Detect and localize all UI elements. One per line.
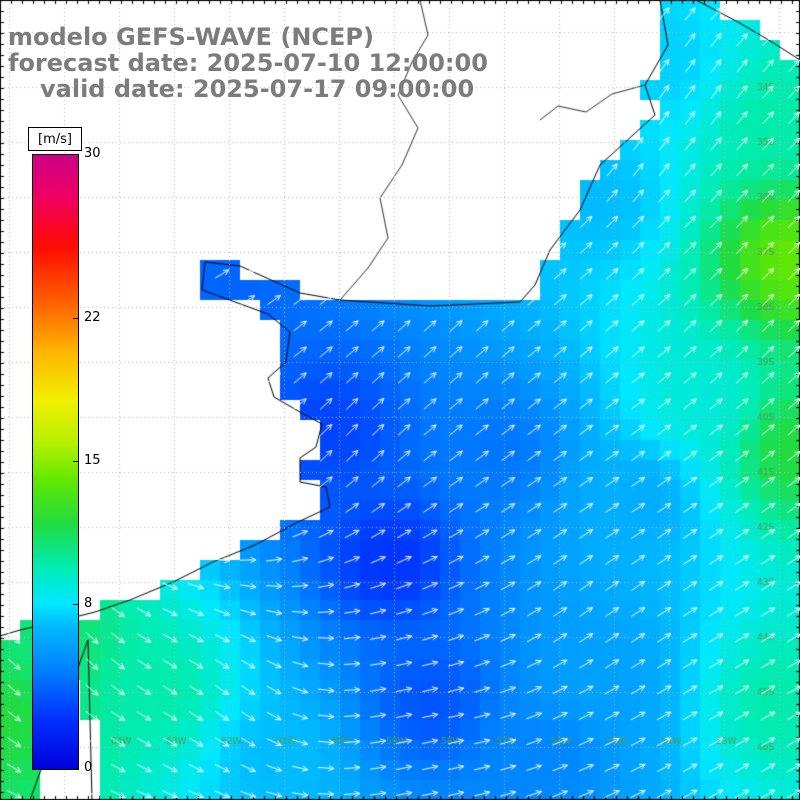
- colorbar: [32, 154, 79, 770]
- colorbar-tick-mark: [73, 604, 78, 606]
- colorbar-tick-mark: [73, 154, 78, 155]
- colorbar-tick-label: 15: [84, 453, 101, 468]
- valid-date-label: valid date: 2025-07-17 09:00:00: [40, 75, 475, 103]
- colorbar-tick-label: 8: [84, 596, 93, 612]
- model-title: modelo GEFS-WAVE (NCEP): [8, 23, 374, 51]
- colorbar-tick-label: 0: [84, 760, 93, 775]
- colorbar-tick-label: 22: [84, 309, 101, 325]
- colorbar-unit-label: [m/s]: [28, 127, 82, 151]
- title-block: modelo GEFS-WAVE (NCEP) forecast date: 2…: [8, 24, 488, 102]
- forecast-date-label: forecast date: 2025-07-10 12:00:00: [8, 49, 488, 77]
- colorbar-tick-mark: [73, 768, 78, 769]
- colorbar-tick-mark: [73, 317, 78, 319]
- colorbar-tick-mark: [73, 461, 78, 462]
- colorbar-tick-label: 30: [84, 146, 101, 161]
